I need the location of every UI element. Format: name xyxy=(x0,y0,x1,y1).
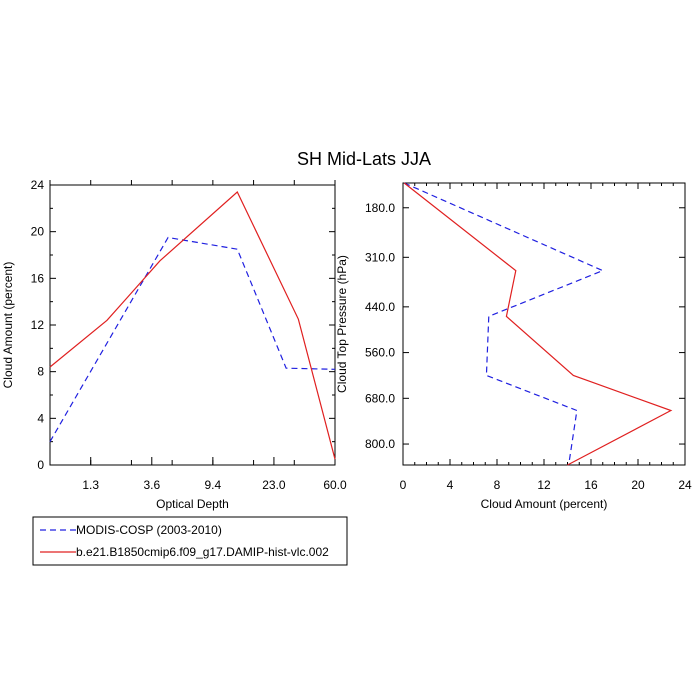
left-y-axis-label: Cloud Amount (percent) xyxy=(1,262,15,389)
legend-label-model: b.e21.B1850cmip6.f09_g17.DAMIP-hist-vlc.… xyxy=(76,545,329,559)
legend: MODIS-COSP (2003-2010) b.e21.B1850cmip6.f… xyxy=(32,516,348,566)
right-xtick-label: 24 xyxy=(678,478,692,492)
right-ytick-label: 680.0 xyxy=(365,391,395,405)
right-series-modis xyxy=(403,182,605,466)
left-ytick-label: 20 xyxy=(31,225,45,239)
left-ytick-label: 0 xyxy=(37,458,44,472)
left-x-axis-label: Optical Depth xyxy=(156,497,229,511)
left-xtick-label: 60.0 xyxy=(323,478,347,492)
right-plot-frame xyxy=(402,182,686,466)
right-xtick-label: 0 xyxy=(400,478,407,492)
right-xtick-label: 20 xyxy=(631,478,645,492)
right-ytick-label: 560.0 xyxy=(365,346,395,360)
right-y-axis-label: Cloud Top Pressure (hPa) xyxy=(335,255,349,393)
right-xtick-label: 12 xyxy=(537,478,551,492)
right-ytick-label: 800.0 xyxy=(365,437,395,451)
left-ytick-label: 12 xyxy=(31,318,45,332)
left-plot-frame xyxy=(49,184,336,466)
legend-box xyxy=(32,516,348,566)
right-ytick-label: 310.0 xyxy=(365,250,395,264)
left-xtick-label: 23.0 xyxy=(262,478,286,492)
left-xtick-label: 3.6 xyxy=(143,478,160,492)
left-xtick-label: 1.3 xyxy=(82,478,99,492)
right-panel: 0 4 8 12 16 20 24 180.0 310.0 440.0 560.0 680.0 800.… xyxy=(335,182,692,511)
chart-title: SH Mid-Lats JJA xyxy=(297,149,431,169)
legend-label-modis: MODIS-COSP (2003-2010) xyxy=(76,523,222,537)
left-panel: 0 4 8 12 16 20 24 1.3 3.6 9.4 23.0 60.0 Optical Dept… xyxy=(1,178,347,511)
right-ytick-label: 180.0 xyxy=(365,201,395,215)
left-series-model xyxy=(49,191,336,460)
right-x-axis-label: Cloud Amount (percent) xyxy=(481,497,608,511)
right-series-model xyxy=(403,182,673,466)
right-xtick-label: 4 xyxy=(447,478,454,492)
left-ytick-label: 4 xyxy=(37,411,44,425)
right-ytick-label: 440.0 xyxy=(365,300,395,314)
left-ytick-label: 24 xyxy=(31,178,45,192)
left-ytick-label: 16 xyxy=(31,271,45,285)
left-series-modis xyxy=(49,236,336,442)
left-ytick-label: 8 xyxy=(37,365,44,379)
right-xtick-label: 8 xyxy=(494,478,501,492)
right-xtick-label: 16 xyxy=(584,478,598,492)
left-xtick-label: 9.4 xyxy=(205,478,222,492)
